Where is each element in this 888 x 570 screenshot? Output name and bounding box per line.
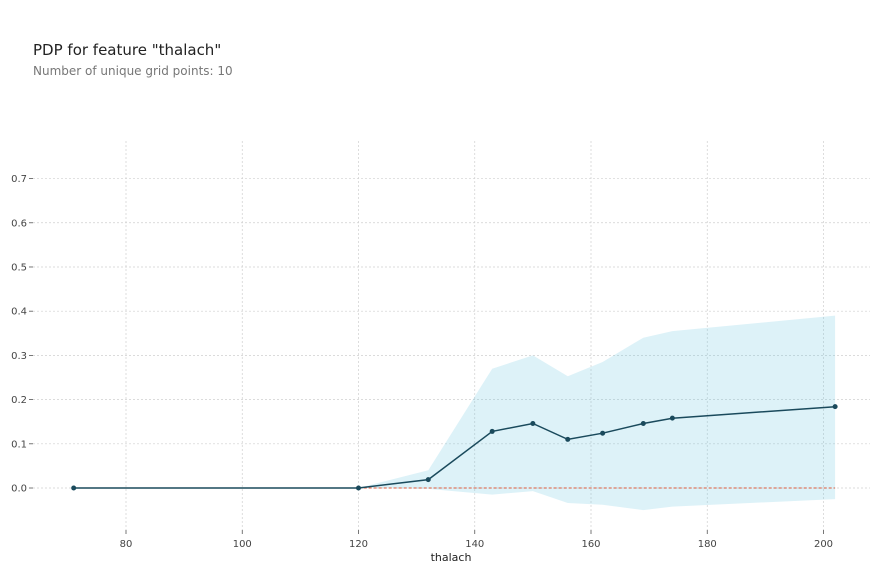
data-point	[565, 436, 571, 442]
data-point	[832, 404, 838, 410]
data-point	[356, 485, 361, 491]
chart-subtitle: Number of unique grid points: 10	[33, 64, 233, 78]
x-tick-label: 120	[349, 539, 368, 550]
data-point	[600, 430, 606, 436]
data-points	[71, 404, 838, 491]
grid-lines	[33, 141, 870, 530]
confidence-band-area	[73, 315, 836, 511]
x-tick-label: 180	[698, 539, 717, 550]
pdp-line	[73, 405, 836, 489]
y-axis: 0.0 0.1 0.2 0.3 0.4 0.5 0.6 0.7	[11, 174, 33, 495]
y-tick-label: 0.3	[11, 351, 27, 362]
y-tick-label: 0.5	[11, 262, 27, 273]
y-tick-label: 0.4	[11, 307, 27, 318]
data-point	[71, 485, 77, 491]
x-tick-label: 160	[581, 539, 600, 550]
y-tick-label: 0.1	[11, 439, 27, 450]
x-tick-label: 200	[814, 539, 833, 550]
chart-title: PDP for feature "thalach"	[33, 41, 222, 59]
x-tick-label: 100	[233, 539, 252, 550]
y-tick-label: 0.7	[11, 174, 27, 185]
series-line	[73, 405, 836, 489]
x-axis: 80 100 120 140 160 180 200	[120, 530, 833, 550]
y-tick-label: 0.2	[11, 395, 27, 406]
data-point	[669, 415, 675, 421]
x-tick-label: 80	[120, 539, 133, 550]
x-tick-label: 140	[465, 539, 484, 550]
confidence-band	[73, 315, 836, 511]
x-axis-label: thalach	[431, 551, 472, 564]
data-point	[489, 428, 495, 434]
y-tick-label: 0.6	[11, 218, 27, 229]
data-point	[530, 420, 536, 426]
y-tick-label: 0.0	[11, 484, 27, 495]
data-point	[425, 477, 431, 483]
data-point	[640, 420, 646, 426]
